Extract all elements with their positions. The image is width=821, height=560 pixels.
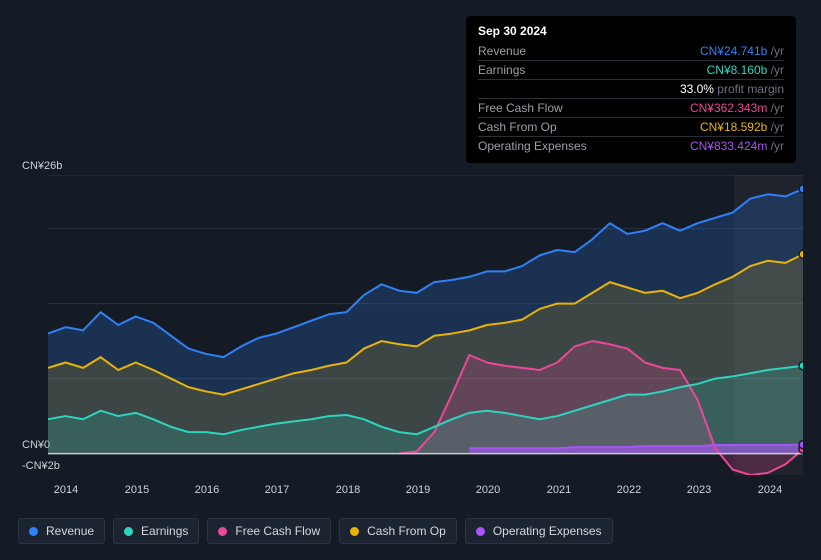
tooltip-row-sub: 33.0% profit margin — [680, 82, 784, 96]
tooltip-row: Earnings CN¥8.160b /yr — [478, 60, 784, 79]
tooltip-row: 33.0% profit margin — [478, 79, 784, 98]
tooltip-date: Sep 30 2024 — [478, 24, 784, 38]
x-axis-label: 2015 — [125, 484, 149, 496]
legend-swatch — [124, 527, 133, 536]
legend-label: Revenue — [46, 524, 94, 538]
x-axis-label: 2022 — [617, 484, 641, 496]
legend-swatch — [476, 527, 485, 536]
tooltip-row-label: Revenue — [478, 44, 526, 58]
tooltip-rows: Revenue CN¥24.741b /yr Earnings CN¥8.160b /… — [478, 42, 784, 155]
tooltip-row-value: CN¥24.741b /yr — [700, 44, 784, 58]
tooltip-row: Operating Expenses CN¥833.424m /yr — [478, 136, 784, 155]
financials-area-chart — [18, 175, 803, 475]
y-axis-label: CN¥26b — [22, 160, 62, 172]
x-axis: 2014 2015 2016 2017 2018 2019 2020 2021 2022 2023… — [18, 484, 803, 502]
chart-tooltip: Sep 30 2024 Revenue CN¥24.741b /yr Earning… — [466, 16, 796, 163]
tooltip-row-value: CN¥18.592b /yr — [700, 120, 784, 134]
tooltip-row-value: CN¥833.424m /yr — [690, 139, 784, 153]
legend-swatch — [218, 527, 227, 536]
legend-swatch — [350, 527, 359, 536]
tooltip-row-label: Free Cash Flow — [478, 101, 563, 115]
x-axis-label: 2014 — [54, 484, 78, 496]
tooltip-row-value: CN¥8.160b /yr — [707, 63, 784, 77]
legend-label: Operating Expenses — [493, 524, 602, 538]
legend-label: Cash From Op — [367, 524, 446, 538]
legend-item[interactable]: Earnings — [113, 518, 199, 544]
legend-item[interactable]: Operating Expenses — [465, 518, 613, 544]
x-axis-label: 2016 — [195, 484, 219, 496]
x-axis-label: 2018 — [336, 484, 360, 496]
x-axis-label: 2023 — [687, 484, 711, 496]
x-axis-label: 2024 — [758, 484, 782, 496]
legend: Revenue Earnings Free Cash Flow Cash From O… — [18, 518, 613, 544]
tooltip-row: Cash From Op CN¥18.592b /yr — [478, 117, 784, 136]
tooltip-row: Revenue CN¥24.741b /yr — [478, 42, 784, 60]
legend-label: Earnings — [141, 524, 188, 538]
x-axis-label: 2020 — [476, 484, 500, 496]
legend-label: Free Cash Flow — [235, 524, 320, 538]
x-axis-label: 2017 — [265, 484, 289, 496]
legend-swatch — [29, 527, 38, 536]
legend-item[interactable]: Revenue — [18, 518, 105, 544]
tooltip-row-label: Operating Expenses — [478, 139, 587, 153]
x-axis-label: 2021 — [547, 484, 571, 496]
legend-item[interactable]: Cash From Op — [339, 518, 457, 544]
tooltip-row-label: Cash From Op — [478, 120, 557, 134]
x-axis-label: 2019 — [406, 484, 430, 496]
tooltip-row-value: CN¥362.343m /yr — [690, 101, 784, 115]
tooltip-row-label: Earnings — [478, 63, 525, 77]
legend-item[interactable]: Free Cash Flow — [207, 518, 331, 544]
tooltip-row: Free Cash Flow CN¥362.343m /yr — [478, 98, 784, 117]
